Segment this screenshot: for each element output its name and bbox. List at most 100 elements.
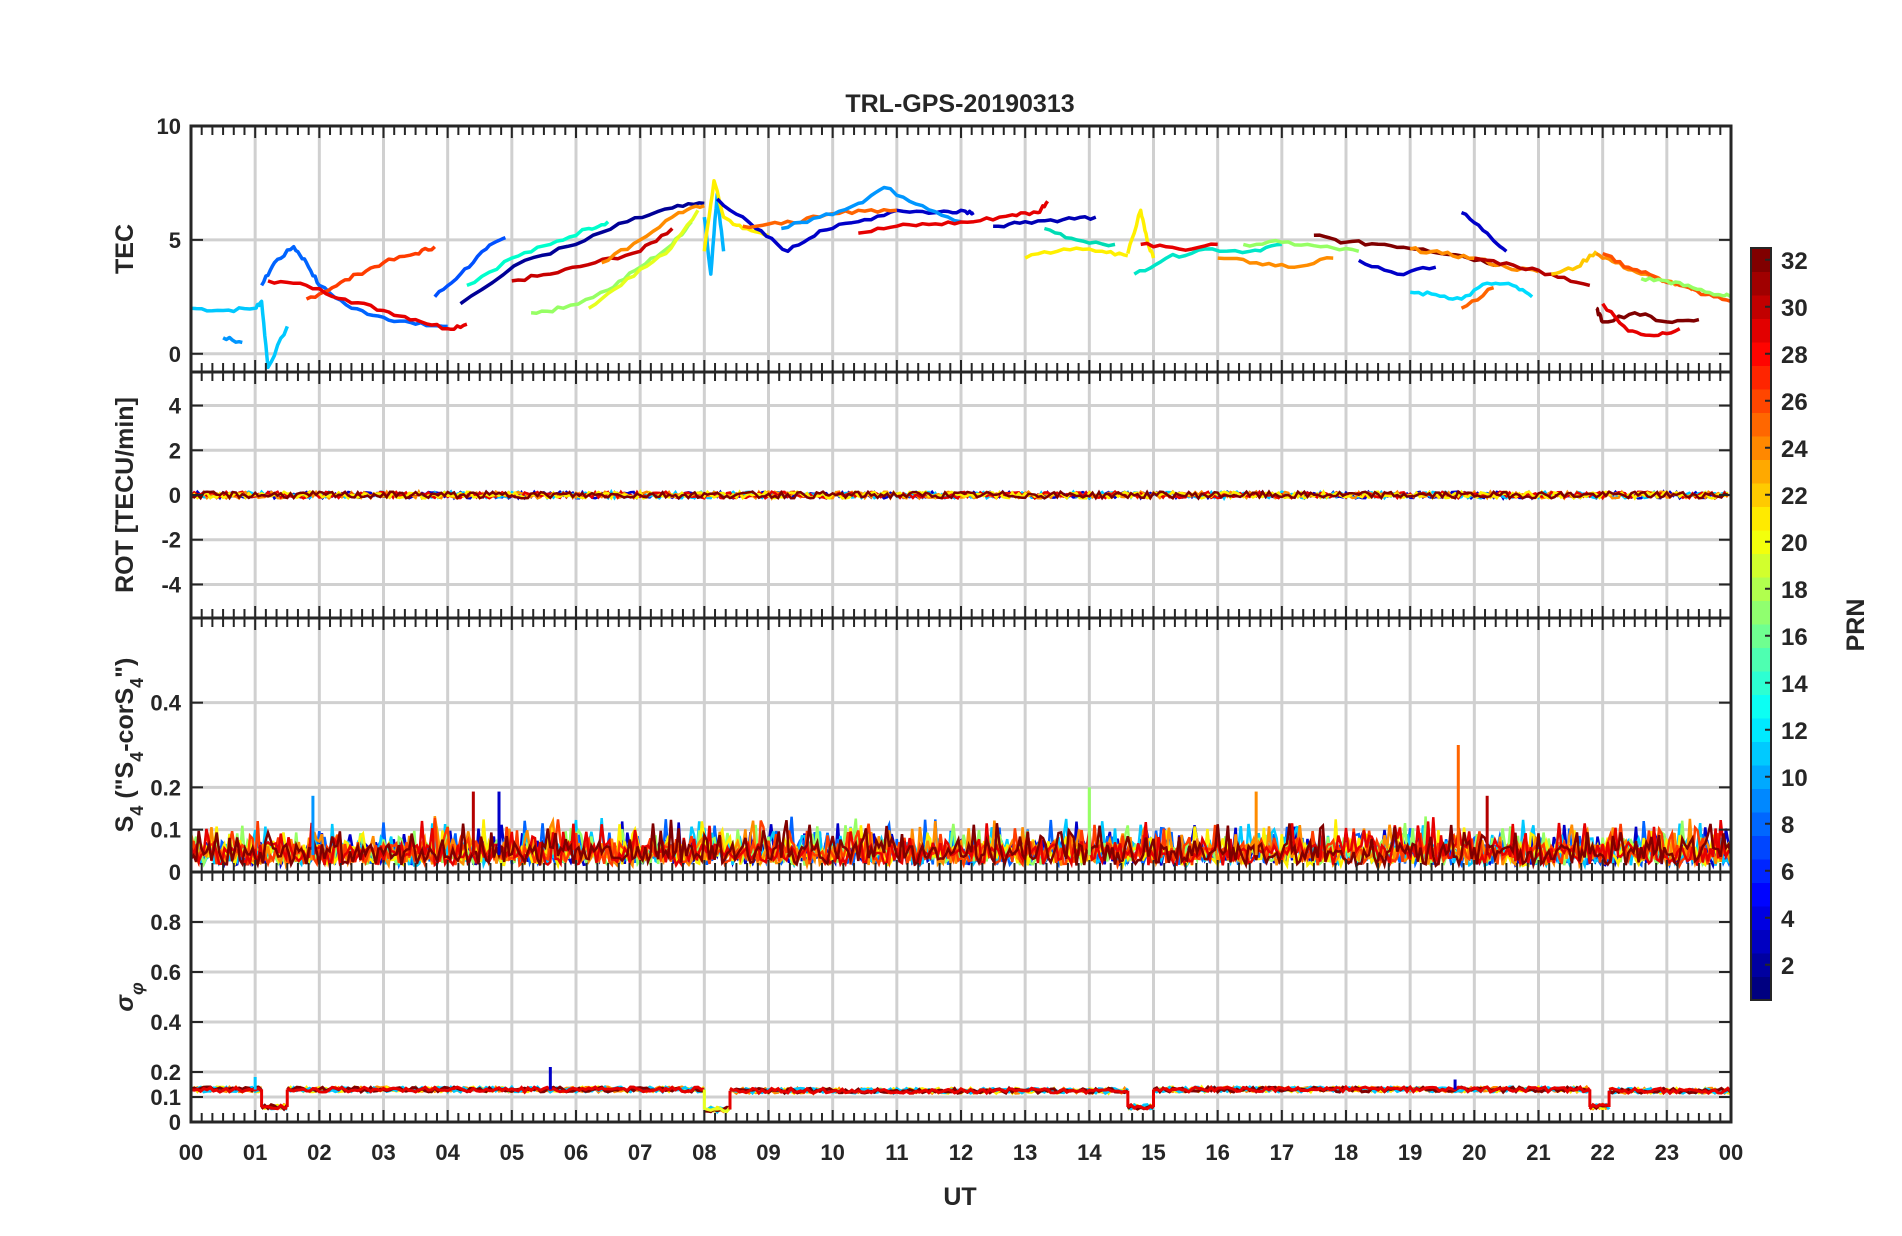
panel-S4: 0 0.1 0.2 0.4S4 ("S4-corS4") (111, 616, 1733, 885)
figure-title: TRL-GPS-20190313 (845, 90, 1074, 118)
y-tick-label: 0 (169, 860, 181, 885)
tec-series (466, 220, 610, 288)
colorbar-tick-label: 18 (1781, 577, 1808, 604)
colorbar-swatch (1751, 741, 1771, 766)
colorbar-swatch (1751, 835, 1771, 860)
y-tick-label: -4 (161, 572, 181, 597)
x-tick-label: 08 (692, 1140, 716, 1165)
panel-data (191, 178, 1731, 370)
tec-series (1640, 276, 1731, 299)
y-tick-label: 10 (157, 114, 181, 139)
x-tick-label: 00 (179, 1140, 203, 1165)
x-tick-label: 10 (820, 1140, 844, 1165)
tec-series (1133, 242, 1282, 276)
panel-TEC: 0 5 10 TEC (111, 114, 1733, 374)
sigma-series (704, 1106, 732, 1114)
y-axis-label: S4 ("S4-corS4") (111, 658, 147, 833)
colorbar-tick-label: 10 (1781, 765, 1808, 792)
y-tick-label: 0.1 (150, 818, 181, 843)
tec-series (222, 335, 243, 345)
colorbar-swatch (1751, 647, 1771, 672)
y-tick-label: 5 (169, 228, 181, 253)
colorbar-swatch (1751, 506, 1771, 531)
y-tick-label: 0 (169, 1110, 181, 1135)
x-tick-label: 17 (1270, 1140, 1294, 1165)
tec-series (433, 235, 507, 298)
colorbar-swatch (1751, 459, 1771, 484)
sigma-series (1588, 1102, 1610, 1111)
sigma-series (1126, 1102, 1154, 1111)
colorbar-tick-label: 8 (1781, 812, 1794, 839)
colorbar-tick-label: 32 (1781, 248, 1808, 275)
y-axis-label: TEC (111, 224, 139, 274)
tec-series (702, 178, 769, 252)
tec-series (1140, 241, 1218, 252)
tec-series (260, 244, 448, 329)
y-axis-label: ROT [TECU/min] (111, 397, 139, 593)
sigma-series (704, 1105, 731, 1114)
tec-series (993, 215, 1097, 229)
colorbar-swatch (1751, 694, 1771, 719)
x-tick-label: 01 (243, 1140, 267, 1165)
sigma-series (729, 1086, 1129, 1096)
colorbar-tick-label: 16 (1781, 624, 1808, 651)
x-tick-label: 14 (1077, 1140, 1102, 1165)
colorbar-swatch (1751, 600, 1771, 625)
panel-data (191, 1067, 1731, 1115)
x-tick-label: 16 (1205, 1140, 1229, 1165)
colorbar-swatch (1751, 389, 1771, 413)
x-tick-label: 23 (1655, 1140, 1679, 1165)
x-tick-label: 22 (1590, 1140, 1614, 1165)
x-tick-label: 11 (885, 1140, 908, 1165)
x-tick-label: 04 (435, 1140, 460, 1165)
tec-series (1595, 306, 1700, 325)
y-axis-label: σφ (111, 982, 147, 1012)
x-tick-label: 19 (1398, 1140, 1422, 1165)
colorbar-swatch (1751, 718, 1771, 742)
y-tick-label: 0 (169, 483, 181, 508)
colorbar-swatch (1751, 342, 1771, 366)
colorbar-tick-label: 22 (1781, 483, 1808, 510)
y-tick-label: 2 (169, 438, 181, 463)
tec-series (305, 245, 437, 301)
tec-series (601, 204, 705, 265)
colorbar-swatch (1751, 976, 1771, 1001)
tec-series (1024, 246, 1129, 260)
y-tick-label: 0.1 (150, 1085, 181, 1110)
colorbar-swatch (1751, 906, 1771, 930)
colorbar-tick-label: 30 (1781, 295, 1808, 322)
x-tick-label: 02 (307, 1140, 331, 1165)
tec-series (1043, 226, 1116, 248)
x-tick-label: 15 (1141, 1140, 1165, 1165)
colorbar-tick-label: 26 (1781, 389, 1808, 416)
tec-series (858, 200, 1050, 235)
x-axis-label: UT (943, 1183, 976, 1211)
tec-series (1601, 302, 1681, 338)
x-tick-label: 03 (371, 1140, 395, 1165)
tec-series (587, 209, 700, 310)
x-tick-label: 20 (1462, 1140, 1486, 1165)
colorbar-swatch (1751, 812, 1771, 836)
colorbar-swatch (1751, 436, 1771, 460)
colorbar-swatch (1751, 412, 1771, 437)
sigma-series (1608, 1086, 1731, 1096)
colorbar-label: PRN (1842, 599, 1870, 652)
tec-series (1217, 256, 1334, 269)
tec-series (191, 299, 289, 370)
tec-series (1126, 208, 1156, 259)
colorbar-tick-label: 12 (1781, 718, 1808, 745)
y-tick-label: 0.4 (150, 691, 181, 716)
y-tick-label: 0.8 (150, 910, 181, 935)
colorbar-tick-label: 24 (1781, 436, 1808, 463)
colorbar-swatch (1751, 295, 1771, 319)
y-tick-label: 0.6 (150, 960, 181, 985)
y-tick-label: 0.2 (150, 775, 181, 800)
colorbar-tick-label: 6 (1781, 859, 1794, 886)
colorbar-tick-label: 14 (1781, 671, 1808, 698)
tec-series (1410, 281, 1534, 301)
colorbar-swatch (1751, 577, 1771, 601)
x-tick-label: 05 (500, 1140, 524, 1165)
colorbar-swatch (1751, 929, 1771, 954)
y-tick-label: 0.2 (150, 1060, 181, 1085)
